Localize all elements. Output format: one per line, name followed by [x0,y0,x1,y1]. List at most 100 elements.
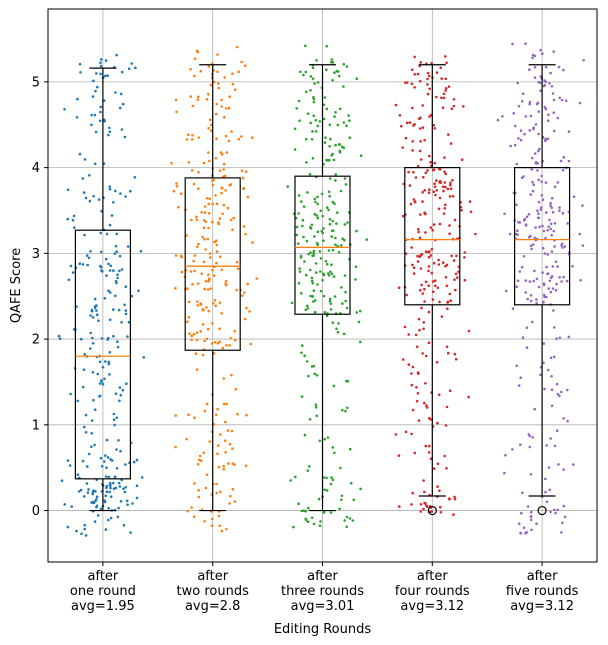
jitter-point [440,77,444,80]
jitter-point [319,209,323,213]
jitter-point [215,261,218,265]
jitter-point [93,443,96,447]
jitter-point [446,301,449,304]
jitter-point [222,464,225,468]
jitter-point [174,286,177,290]
jitter-point [519,138,523,142]
jitter-point [547,113,550,116]
jitter-point [206,288,210,291]
jitter-point [342,85,345,88]
jitter-point [327,249,331,252]
jitter-point [135,458,139,462]
jitter-point [540,206,543,209]
jitter-point [233,329,236,333]
jitter-point [401,214,405,218]
jitter-point [511,42,514,46]
jitter-point [90,113,93,117]
jitter-point [89,250,92,253]
jitter-point [423,401,426,405]
jitter-point [539,89,542,93]
jitter-point [123,303,126,307]
jitter-point [530,247,533,251]
jitter-point [559,390,563,394]
jitter-point [539,75,543,78]
jitter-point [432,261,436,265]
jitter-point [126,503,129,507]
jitter-point [99,64,103,68]
jitter-point [504,453,507,457]
jitter-point [559,159,563,163]
jitter-point [227,106,231,110]
jitter-point [220,98,223,102]
jitter-point [325,107,329,111]
jitter-point [401,358,405,361]
jitter-point [103,499,106,502]
jitter-point [421,104,425,107]
jitter-point [197,495,201,499]
jitter-point [127,320,131,324]
jitter-point [212,352,216,355]
jitter-point [95,498,98,501]
x-tick-label-line: after [88,569,119,584]
jitter-point [549,290,553,294]
jitter-point [308,418,312,421]
jitter-point [340,145,344,149]
jitter-point [407,333,411,336]
jitter-point [411,365,415,369]
jitter-point [124,285,128,289]
jitter-point [211,202,214,206]
jitter-point [313,212,317,216]
jitter-point [87,256,91,260]
jitter-point [217,514,221,518]
jitter-point [449,187,453,190]
jitter-point [222,168,225,171]
jitter-point [187,161,191,164]
jitter-point [310,516,314,520]
jitter-point [180,255,183,259]
jitter-point [199,302,202,305]
jitter-point [115,53,118,57]
jitter-point [108,185,111,188]
jitter-point [114,392,118,396]
jitter-point [308,173,312,176]
jitter-point [208,118,212,122]
jitter-point [410,372,413,375]
jitter-point [463,251,467,254]
jitter-point [215,491,218,495]
jitter-point [68,464,72,467]
jitter-point [199,69,203,73]
jitter-point [525,326,529,330]
jitter-point [534,123,538,126]
jitter-point [210,123,213,127]
jitter-point [90,419,94,422]
jitter-point [115,281,118,285]
jitter-point [549,201,552,205]
jitter-point [341,302,344,305]
jitter-point [119,192,122,195]
jitter-point [304,518,308,522]
jitter-point [564,99,568,103]
jitter-point [109,264,112,268]
jitter-point [549,356,553,360]
jitter-point [413,200,417,203]
jitter-point [125,499,129,503]
jitter-point [420,283,423,287]
jitter-point [332,384,336,388]
jitter-point [534,226,537,229]
jitter-point [246,282,249,286]
jitter-point [537,212,540,215]
jitter-point [249,342,252,346]
jitter-point [335,222,338,225]
jitter-point [418,328,421,332]
jitter-point [562,468,565,471]
jitter-point [101,270,104,273]
jitter-point [218,169,222,172]
jitter-point [435,71,439,74]
jitter-point [444,276,448,279]
jitter-point [528,129,531,132]
jitter-point [325,206,329,209]
jitter-point [295,107,299,110]
jitter-point [550,85,554,88]
jitter-point [205,98,209,101]
jitter-point [552,111,556,114]
